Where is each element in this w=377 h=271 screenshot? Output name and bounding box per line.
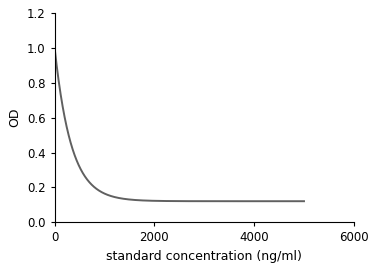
Y-axis label: OD: OD: [8, 108, 21, 127]
X-axis label: standard concentration (ng/ml): standard concentration (ng/ml): [106, 250, 302, 263]
